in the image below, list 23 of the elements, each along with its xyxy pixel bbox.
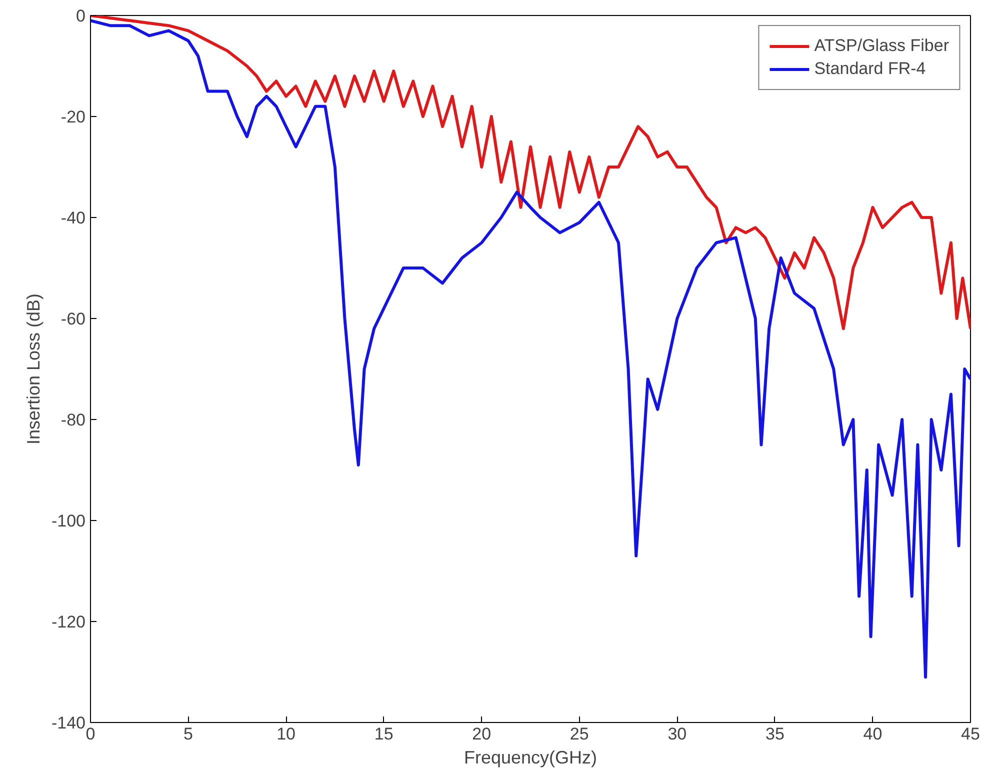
y-tick-label: -20 bbox=[60, 108, 86, 126]
x-tick-label: 45 bbox=[961, 724, 980, 744]
y-axis-title: Insertion Loss (dB) bbox=[23, 293, 44, 445]
y-tick-label: -120 bbox=[51, 612, 86, 632]
x-tick-label: 30 bbox=[668, 724, 687, 744]
x-tick-label: 5 bbox=[184, 724, 194, 744]
y-tick-label: -140 bbox=[51, 714, 86, 732]
line-series bbox=[90, 19, 970, 679]
x-tick-label: 15 bbox=[374, 724, 394, 744]
x-tick-label: 10 bbox=[276, 724, 296, 744]
x-tick-label: 20 bbox=[472, 724, 492, 744]
legend-label: ATSP/Glass Fiber bbox=[814, 36, 949, 56]
y-tick-label: -80 bbox=[60, 410, 86, 430]
legend-label: Standard FR-4 bbox=[814, 59, 926, 79]
x-axis-title: Frequency(GHz) bbox=[464, 748, 598, 768]
y-tick-label: -60 bbox=[60, 310, 86, 328]
y-tick-label: -40 bbox=[60, 208, 86, 228]
x-tick-label: 35 bbox=[765, 724, 784, 744]
y-tick-label: -100 bbox=[51, 512, 86, 530]
x-tick-label: 40 bbox=[863, 724, 882, 744]
y-tick-label: 0 bbox=[76, 6, 86, 26]
x-tick-label: 25 bbox=[570, 724, 589, 744]
line-series bbox=[90, 16, 970, 330]
